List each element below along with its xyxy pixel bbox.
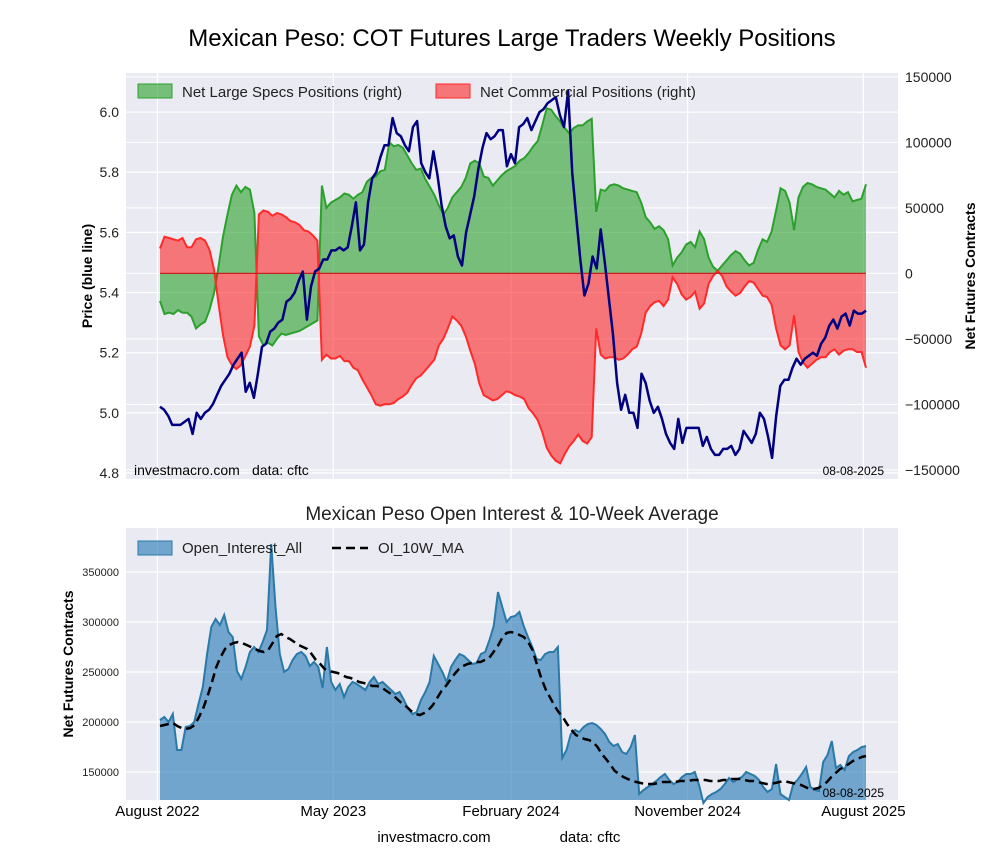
legend-label-open-interest: Open_Interest_All [182, 540, 302, 557]
oi-tick-label: 150000 [82, 767, 119, 779]
date-tick-label: May 2023 [300, 803, 366, 820]
legend-label-specs: Net Large Specs Positions (right) [182, 84, 402, 101]
price-axis-ticks: 4.8 5.0 5.2 5.4 5.6 5.8 6.0 [100, 104, 120, 481]
legend-swatch-open-interest [137, 540, 173, 556]
net-large-specs-line [159, 107, 867, 347]
date-tick-label: November 2024 [634, 803, 741, 820]
price-tick-label: 5.0 [100, 405, 120, 421]
legend-swatch-commercial [435, 83, 471, 99]
oi-tick-label: 200000 [82, 717, 119, 729]
contracts-axis-label: Net Futures Contracts [962, 202, 978, 349]
contracts-axis-ticks: −150000 −100000 −50000 0 50000 100000 150000 [905, 69, 960, 478]
top-date-label: 08-08-2025 [823, 464, 885, 478]
open-interest-chart: Mexican Peso Open Interest & 10-Week Ave… [60, 504, 906, 820]
oi-tick-label: 250000 [82, 667, 119, 679]
footer-watermark: investmacro.com [377, 829, 490, 846]
contracts-tick-label: −100000 [905, 396, 960, 412]
price-tick-label: 6.0 [100, 104, 120, 120]
net-commercial-line [159, 209, 867, 465]
figure-title: Mexican Peso: COT Futures Large Traders … [188, 25, 835, 52]
open-interest-line [159, 543, 867, 806]
price-line [159, 89, 867, 460]
price-tick-label: 5.8 [100, 164, 120, 180]
oi-tick-label: 350000 [82, 567, 119, 579]
positions-legend: Net Large Specs Positions (right) Net Co… [137, 83, 696, 101]
price-tick-label: 5.6 [100, 224, 120, 240]
date-tick-label: August 2025 [821, 803, 905, 820]
contracts-tick-label: −50000 [905, 331, 952, 347]
price-tick-label: 4.8 [100, 465, 120, 481]
bottom-date-label: 08-08-2025 [823, 786, 885, 800]
legend-label-commercial: Net Commercial Positions (right) [480, 84, 696, 101]
legend-label-ma: OI_10W_MA [378, 540, 464, 557]
contracts-tick-label: 150000 [905, 69, 952, 85]
contracts-tick-label: −150000 [905, 462, 960, 478]
oi-10w-ma-line [159, 630, 867, 791]
contracts-tick-label: 0 [905, 265, 913, 281]
positions-chart: 4.8 5.0 5.2 5.4 5.6 5.8 6.0 −150000 −100000 −500… [79, 69, 978, 481]
open-interest-title: Mexican Peso Open Interest & 10-Week Ave… [305, 504, 718, 525]
top-watermark: investmacro.com [134, 462, 240, 478]
price-axis-label: Price (blue line) [79, 224, 95, 328]
legend-swatch-specs [137, 83, 173, 99]
open-interest-legend: Open_Interest_All OI_10W_MA [137, 540, 464, 557]
open-interest-x-ticks: August 2022 May 2023 February 2024 November… [115, 803, 905, 820]
price-tick-label: 5.2 [100, 345, 120, 361]
top-source: data: cftc [252, 462, 309, 478]
contracts-tick-label: 50000 [905, 200, 944, 216]
open-interest-y-ticks: 150000 200000 250000 300000 350000 [82, 567, 119, 779]
price-tick-label: 5.4 [100, 285, 120, 301]
footer-source: data: cftc [560, 829, 621, 846]
open-interest-area [160, 544, 866, 803]
open-interest-y-axis-label: Net Futures Contracts [60, 590, 76, 737]
oi-tick-label: 300000 [82, 617, 119, 629]
date-tick-label: February 2024 [462, 803, 560, 820]
contracts-tick-label: 100000 [905, 134, 952, 150]
net-large-specs-area [160, 108, 866, 346]
date-tick-label: August 2022 [115, 803, 199, 820]
